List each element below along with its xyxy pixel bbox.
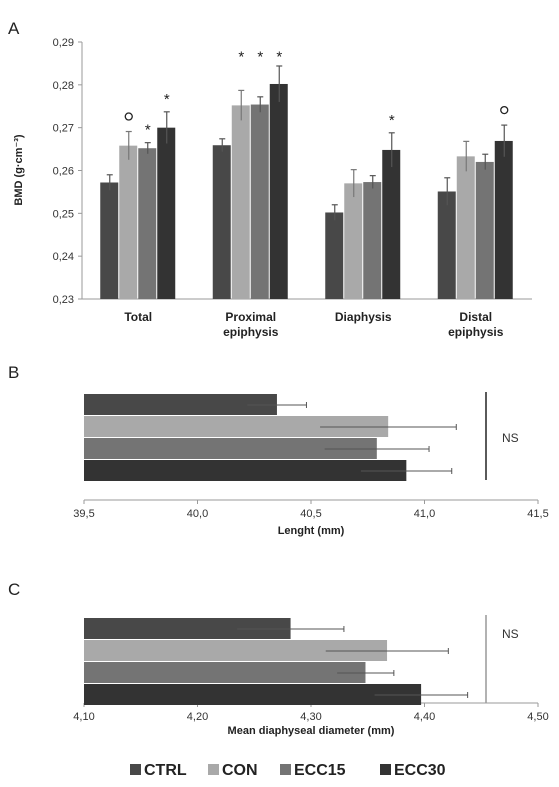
diameter-bar bbox=[84, 640, 388, 661]
bmd-bar bbox=[231, 105, 250, 299]
bmd-bar bbox=[250, 104, 269, 299]
bmd-category-label: Proximal bbox=[225, 310, 276, 324]
significance-star-marker: * bbox=[257, 49, 263, 66]
length-bar bbox=[84, 460, 407, 481]
diameter-x-tick-label: 4,30 bbox=[300, 711, 321, 723]
bmd-category-label: epiphysis bbox=[223, 325, 279, 339]
significance-circle-marker bbox=[500, 105, 509, 115]
significance-circle-marker bbox=[124, 112, 133, 121]
panel-b-letter: B bbox=[8, 363, 19, 382]
diameter-x-tick-label: 4,50 bbox=[527, 711, 548, 723]
bmd-bar bbox=[363, 182, 382, 299]
length-bar bbox=[84, 438, 377, 459]
legend: CTRL CON ECC15 ECC30 bbox=[130, 762, 446, 779]
length-x-axis-label: Lenght (mm) bbox=[278, 525, 345, 537]
bmd-y-tick-label: 0,25 bbox=[53, 208, 74, 220]
bmd-bar bbox=[157, 127, 176, 300]
length-bar bbox=[84, 394, 277, 415]
bmd-y-tick-label: 0,29 bbox=[53, 37, 74, 49]
legend-swatch-con bbox=[208, 764, 219, 775]
bmd-y-axis-label: BMD (g·cm⁻³) bbox=[13, 134, 25, 206]
diameter-x-tick-label: 4,40 bbox=[414, 711, 435, 723]
bmd-y-tick-label: 0,28 bbox=[53, 80, 74, 92]
bmd-bar bbox=[475, 161, 494, 299]
diameter-ns-label: NS bbox=[502, 627, 519, 641]
bmd-y-tick-label: 0,27 bbox=[53, 123, 74, 135]
diameter-bar-chart: 4,10 4,20 4,30 4,40 4,50 bbox=[73, 615, 549, 723]
bmd-bar bbox=[344, 183, 363, 299]
length-x-tick-label: 39,5 bbox=[73, 508, 94, 520]
bmd-y-tick-label: 0,26 bbox=[53, 166, 74, 178]
length-x-tick-label: 41,5 bbox=[527, 508, 548, 520]
legend-label-ctrl: CTRL bbox=[144, 762, 187, 779]
bmd-bar bbox=[382, 149, 401, 299]
bmd-bar bbox=[325, 212, 344, 299]
bmd-y-tick-label: 0,24 bbox=[53, 251, 74, 263]
bmd-category-label: Total bbox=[124, 310, 152, 324]
significance-star-marker: * bbox=[238, 49, 244, 66]
panel-a-letter: A bbox=[8, 19, 20, 38]
bmd-bar bbox=[119, 145, 138, 299]
bmd-category-label: Distal bbox=[459, 310, 492, 324]
length-ns-label: NS bbox=[502, 431, 519, 445]
significance-star-marker: * bbox=[389, 112, 395, 129]
legend-label-ecc15: ECC15 bbox=[294, 762, 346, 779]
bmd-bar bbox=[437, 191, 456, 299]
legend-label-con: CON bbox=[222, 762, 258, 779]
diameter-x-tick-label: 4,20 bbox=[187, 711, 208, 723]
legend-swatch-ecc15 bbox=[280, 764, 291, 775]
significance-star-marker: * bbox=[276, 49, 282, 66]
bmd-bar bbox=[269, 83, 288, 299]
bmd-bar bbox=[100, 182, 119, 299]
diameter-x-axis-label: Mean diaphyseal diameter (mm) bbox=[228, 725, 395, 737]
bmd-bar-chart: 0,23 0,24 0,25 0,26 0,27 0,28 0,29 * * * * * * Total P… bbox=[53, 37, 532, 339]
length-x-tick-label: 40,5 bbox=[300, 508, 321, 520]
bmd-bar bbox=[138, 148, 157, 299]
bmd-category-label: Diaphysis bbox=[335, 310, 392, 324]
diameter-bar bbox=[84, 684, 422, 705]
bmd-bar bbox=[456, 156, 475, 299]
panel-c-letter: C bbox=[8, 580, 20, 599]
length-x-tick-label: 40,0 bbox=[187, 508, 208, 520]
legend-swatch-ecc30 bbox=[380, 764, 391, 775]
legend-swatch-ctrl bbox=[130, 764, 141, 775]
significance-star-marker: * bbox=[164, 91, 170, 108]
significance-star-marker: * bbox=[145, 122, 151, 139]
length-x-tick-label: 41,0 bbox=[414, 508, 435, 520]
diameter-x-tick-label: 4,10 bbox=[73, 711, 94, 723]
diameter-bar bbox=[84, 618, 291, 639]
bmd-bar bbox=[212, 145, 231, 299]
legend-label-ecc30: ECC30 bbox=[394, 762, 446, 779]
length-bar bbox=[84, 416, 389, 437]
bmd-bar bbox=[494, 140, 513, 299]
length-bar-chart: 39,5 40,0 40,5 41,0 41,5 bbox=[73, 392, 549, 520]
bmd-y-tick-label: 0,23 bbox=[53, 294, 74, 306]
diameter-bar bbox=[84, 662, 366, 683]
bmd-category-label: epiphysis bbox=[448, 325, 504, 339]
